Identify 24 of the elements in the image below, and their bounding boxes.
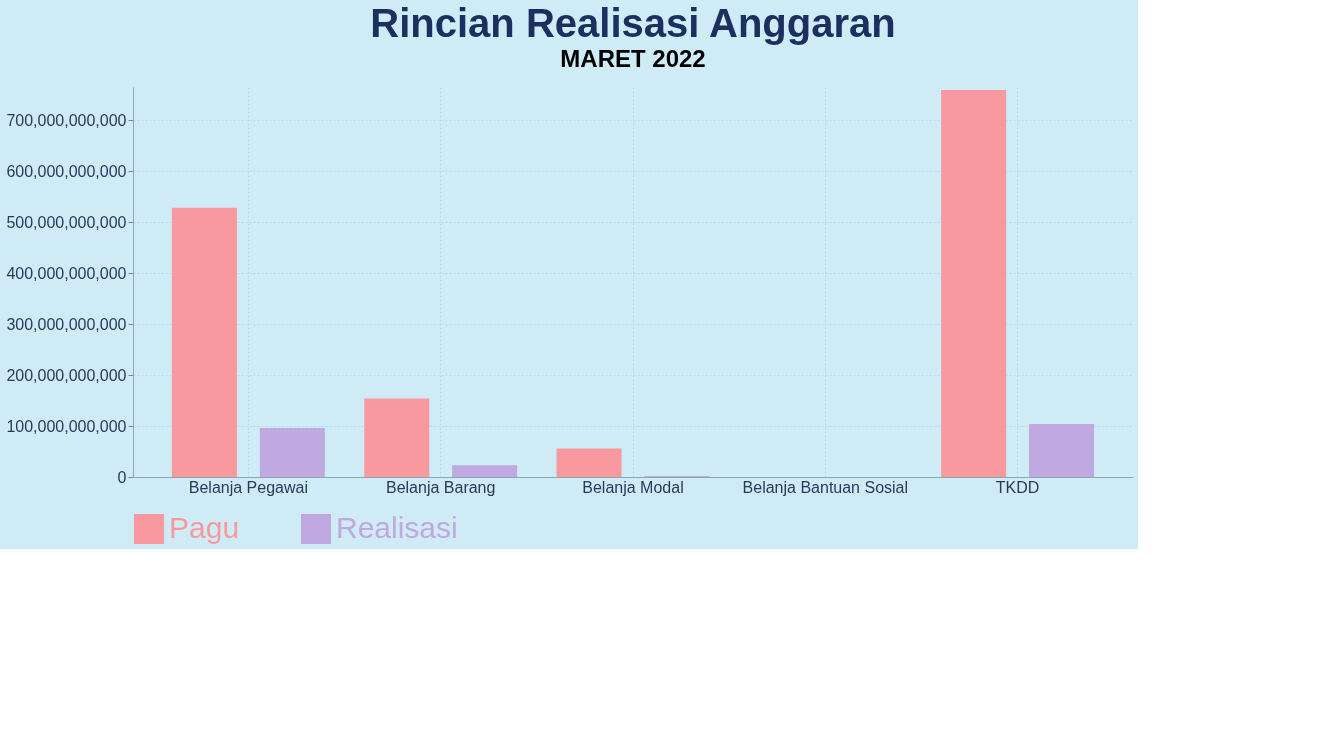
x-tick-label: Belanja Modal — [582, 478, 684, 496]
y-tick-label: 400,000,000,000 — [6, 264, 127, 282]
y-tick-label: 0 — [117, 468, 127, 486]
legend-label: Realisasi — [336, 511, 458, 544]
y-tick-label: 100,000,000,000 — [6, 417, 127, 435]
bar — [452, 465, 518, 477]
x-tick-label: TKDD — [995, 478, 1040, 496]
legend-label: Pagu — [169, 511, 240, 544]
chart-title: Rincian Realisasi Anggaran — [370, 1, 896, 45]
y-tick-label: 300,000,000,000 — [6, 315, 127, 333]
bar — [941, 90, 1007, 477]
y-tick-label: 500,000,000,000 — [6, 213, 127, 231]
chart-subtitle: MARET 2022 — [560, 45, 706, 72]
bar — [1029, 423, 1095, 477]
y-tick-label: 700,000,000,000 — [6, 111, 127, 129]
bar — [171, 207, 237, 477]
bar — [364, 398, 430, 477]
y-tick-label: 600,000,000,000 — [6, 162, 127, 180]
bar — [259, 428, 325, 477]
y-tick-label: 200,000,000,000 — [6, 366, 127, 384]
bar — [556, 448, 622, 477]
x-tick-label: Belanja Barang — [385, 478, 496, 496]
x-tick-label: Belanja Bantuan Sosial — [742, 478, 909, 496]
x-tick-label: Belanja Pegawai — [188, 478, 308, 496]
